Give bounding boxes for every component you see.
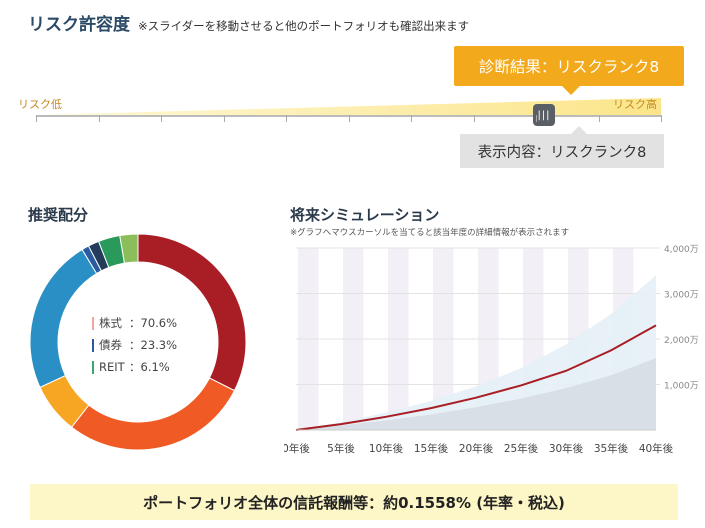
- donut-slice-7[interactable]: [119, 233, 139, 264]
- risk-low-label: リスク低: [18, 98, 62, 111]
- slider-tick: [286, 115, 287, 122]
- allocation-title: 推奨配分: [28, 206, 89, 224]
- legend-row-stocks: 株式 ： 70.6%: [92, 312, 177, 334]
- legend-stocks-name: 株式: [99, 316, 122, 330]
- slider-tick: [411, 115, 412, 122]
- x-tick-label: 30年後: [549, 442, 584, 455]
- legend-reit-sep: ：: [129, 360, 141, 374]
- risk-slider[interactable]: リスク低 リスク高 |||: [18, 90, 663, 130]
- simulation-title: 将来シミュレーション: [290, 206, 440, 224]
- legend-row-reit: REIT ： 6.1%: [92, 356, 177, 378]
- simulation-chart[interactable]: 4,000万 3,000万 2,000万 1,000万 0年後 5年後 10年後 15年後 20…: [284, 238, 700, 458]
- y-tick-label: 2,000万: [664, 336, 699, 346]
- legend-stocks-sep: ：: [129, 316, 141, 330]
- x-tick-label: 25年後: [504, 442, 539, 455]
- slider-tick: [473, 115, 475, 122]
- slider-tick: [98, 115, 100, 122]
- legend-stocks-value: 70.6%: [140, 316, 178, 330]
- slider-tick: [348, 115, 350, 122]
- slider-tick: [598, 115, 600, 122]
- donut-slice-1[interactable]: [70, 377, 236, 451]
- slider-hint: ※スライダーを移動させると他のポートフォリオも確認出来ます: [138, 19, 470, 33]
- trust-fee-banner: ポートフォリオ全体の信託報酬等：約0.1558% (年率・税込): [30, 484, 678, 520]
- risk-wedge: [36, 98, 661, 115]
- x-tick-label: 15年後: [414, 442, 449, 455]
- median-line[interactable]: [295, 324, 657, 431]
- legend-row-bonds: 債券 ： 23.3%: [92, 334, 177, 356]
- simulation-note: ※グラフへマウスカーソルを当てると該当年度の詳細情報が表示されます: [290, 228, 570, 238]
- trust-fee-text: ポートフォリオ全体の信託報酬等：約0.1558% (年率・税込): [143, 493, 565, 512]
- reit-color-bar: [92, 360, 94, 374]
- slider-tick: [36, 115, 37, 122]
- x-tick-label: 40年後: [639, 442, 674, 455]
- slider-tick: [661, 115, 662, 122]
- slider-tick: [161, 115, 162, 122]
- y-tick-label: 4,000万: [664, 245, 699, 255]
- slider-handle[interactable]: |||: [533, 104, 555, 126]
- x-tick-label: 20年後: [459, 442, 494, 455]
- x-tick-label: 35年後: [594, 442, 629, 455]
- display-content-label: 表示内容：リスクランク8: [477, 144, 647, 161]
- risk-high-label: リスク高: [613, 98, 657, 111]
- y-tick-label: 3,000万: [664, 291, 699, 301]
- legend-bonds-sep: ：: [129, 338, 141, 352]
- diagnosis-result-label: 診断結果：リスクランク8: [478, 58, 660, 76]
- x-tick-label: 5年後: [327, 442, 355, 455]
- grip-icon: |||: [537, 109, 551, 121]
- donut-slice-3[interactable]: [29, 248, 98, 388]
- lower-range-area: [296, 358, 656, 430]
- x-tick-label: 0年後: [284, 442, 310, 455]
- y-tick-label: 1,000万: [664, 382, 699, 392]
- slider-tick: [223, 115, 225, 122]
- allocation-legend: 株式 ： 70.6% 債券 ： 23.3% REIT ： 6.1%: [92, 312, 177, 378]
- diagnosis-result-badge: 診断結果：リスクランク8: [454, 46, 684, 95]
- display-content-badge: 表示内容：リスクランク8: [460, 126, 664, 168]
- slider-tick: [536, 115, 537, 122]
- legend-bonds-value: 23.3%: [140, 338, 178, 352]
- stocks-color-bar: [92, 316, 94, 330]
- allocation-donut-chart[interactable]: [28, 232, 248, 452]
- x-tick-label: 10年後: [369, 442, 404, 455]
- risk-tolerance-title: リスク許容度: [28, 15, 130, 35]
- legend-reit-name: REIT: [99, 360, 125, 374]
- bonds-color-bar: [92, 338, 94, 352]
- header: リスク許容度 ※スライダーを移動させると他のポートフォリオも確認出来ます: [28, 10, 469, 35]
- legend-reit-value: 6.1%: [140, 360, 170, 374]
- legend-bonds-name: 債券: [99, 338, 122, 352]
